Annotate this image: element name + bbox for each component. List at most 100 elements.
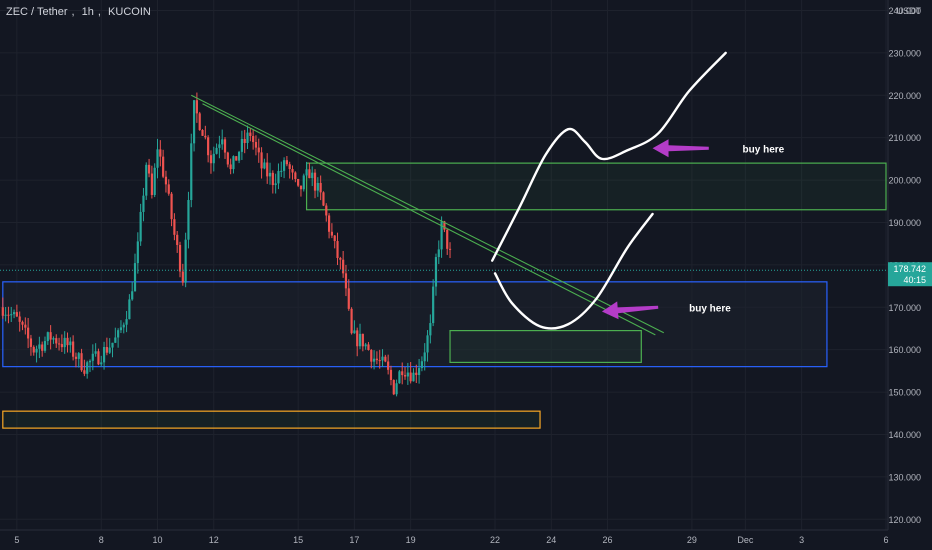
candle-body [10, 314, 13, 316]
symbol-legend[interactable]: ZEC / Tether, 1h, KUCOIN [6, 6, 155, 18]
candle-body [18, 316, 21, 322]
candle-body [187, 200, 190, 240]
candle-body [27, 327, 30, 339]
candle-body [207, 137, 210, 156]
candle-body [173, 219, 176, 235]
candle-body [74, 356, 78, 359]
candle-body [274, 183, 277, 186]
candle-body [94, 351, 97, 354]
candle-body [356, 330, 359, 347]
candle-body [403, 375, 407, 377]
candle-body [83, 370, 86, 374]
candle-body [336, 241, 339, 258]
candle-body [387, 361, 390, 370]
candle-body [184, 239, 187, 283]
candle-body [136, 241, 139, 264]
candle-body [263, 162, 266, 169]
candle-body [201, 129, 204, 136]
candle-body [7, 314, 10, 316]
candle-body [277, 171, 280, 184]
candle-body [389, 369, 393, 381]
candle-body [288, 164, 291, 170]
candle-body [29, 338, 33, 347]
candle-body [133, 263, 137, 292]
candle-body [361, 333, 364, 347]
projection-curves [491, 51, 727, 330]
candle-body [367, 344, 370, 351]
candle-body [147, 164, 151, 174]
candle-body [60, 344, 63, 348]
candle-body [235, 156, 238, 161]
candle-body [327, 215, 331, 232]
candle-body [257, 147, 260, 153]
candle-body [448, 248, 452, 250]
time-tick-label: 15 [293, 535, 303, 545]
candle-body [299, 185, 303, 190]
symbol-sep: , [97, 6, 101, 18]
candle-body [32, 346, 35, 353]
candle-body [105, 347, 108, 353]
candle-body [122, 324, 125, 328]
candle-body [311, 172, 314, 179]
candle-body [77, 353, 80, 359]
candle-body [415, 372, 418, 376]
candle-body [100, 362, 103, 365]
time-tick-label: 26 [603, 535, 613, 545]
price-tick-label: 120.000 [888, 515, 921, 525]
arrow-icon [601, 301, 659, 320]
candle-body [190, 143, 193, 201]
candle-body [63, 337, 66, 348]
annotations: buy here buy here [601, 139, 785, 320]
candle-body [88, 360, 92, 363]
symbol-sep: , [71, 6, 75, 18]
candle-body [38, 344, 41, 349]
candle-body [280, 170, 283, 172]
annotation-label: buy here [743, 144, 785, 155]
time-axis[interactable]: 5 8 10 12 15 17 19 22 24 26 29 Dec 3 6 [14, 535, 888, 545]
candle-body [339, 257, 342, 260]
candle-body [372, 358, 376, 362]
candle-body [308, 169, 311, 179]
candle-body [195, 100, 198, 114]
trendline [202, 103, 656, 336]
time-tick-label: 10 [153, 535, 163, 545]
last-price-label: 178.742 [893, 264, 926, 274]
candle-body [446, 229, 449, 249]
candle-body [159, 149, 162, 157]
time-tick-label: 3 [799, 535, 804, 545]
candle-body [170, 193, 173, 220]
candle-body [347, 288, 350, 309]
candle-body [381, 356, 384, 361]
candle-body [412, 372, 415, 382]
candle-body [243, 138, 246, 143]
candle-body [322, 192, 325, 206]
candle-body [1, 307, 4, 316]
candle-body [237, 151, 241, 161]
time-tick-label: 19 [406, 535, 416, 545]
candle-body [302, 175, 305, 190]
candle-body [313, 172, 317, 191]
candle-body [378, 360, 381, 362]
candle-body [364, 344, 367, 347]
candle-body [401, 371, 404, 376]
candle-body [316, 182, 319, 191]
candle-body [97, 351, 100, 365]
candle-body [350, 308, 353, 334]
candle-body [271, 172, 274, 186]
candle-body [294, 172, 297, 179]
candle-body [212, 153, 215, 164]
candle-body [223, 139, 227, 153]
price-tick-label: 140.000 [888, 430, 921, 440]
candle-body [119, 327, 123, 331]
projection-curve [491, 51, 727, 262]
time-tick-label: 6 [883, 535, 888, 545]
candle-body [35, 348, 38, 353]
candles [1, 92, 452, 397]
candle-body [434, 257, 438, 287]
candle-body [429, 323, 432, 336]
candle-body [319, 182, 322, 193]
candle-body [375, 358, 379, 361]
support-zone [2, 410, 541, 429]
projection-curve [493, 212, 654, 330]
